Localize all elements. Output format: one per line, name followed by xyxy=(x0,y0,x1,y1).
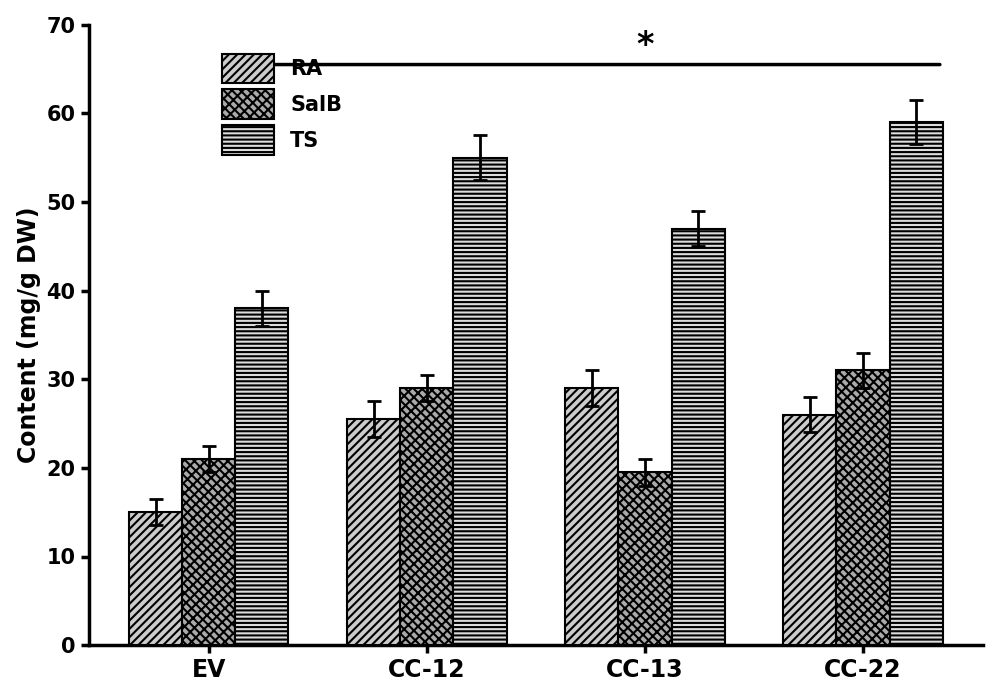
Bar xyxy=(453,158,507,645)
Bar xyxy=(129,512,182,645)
Bar xyxy=(618,473,672,645)
Y-axis label: Content (mg/g DW): Content (mg/g DW) xyxy=(17,207,41,463)
Bar xyxy=(672,229,725,645)
Bar xyxy=(182,459,235,645)
Bar xyxy=(400,388,453,645)
Bar xyxy=(235,308,288,645)
Text: *: * xyxy=(636,29,654,62)
Bar xyxy=(783,415,836,645)
Bar xyxy=(836,370,890,645)
Bar xyxy=(565,388,618,645)
Legend: RA, SalB, TS: RA, SalB, TS xyxy=(215,48,349,161)
Bar xyxy=(890,122,943,645)
Bar xyxy=(347,419,400,645)
